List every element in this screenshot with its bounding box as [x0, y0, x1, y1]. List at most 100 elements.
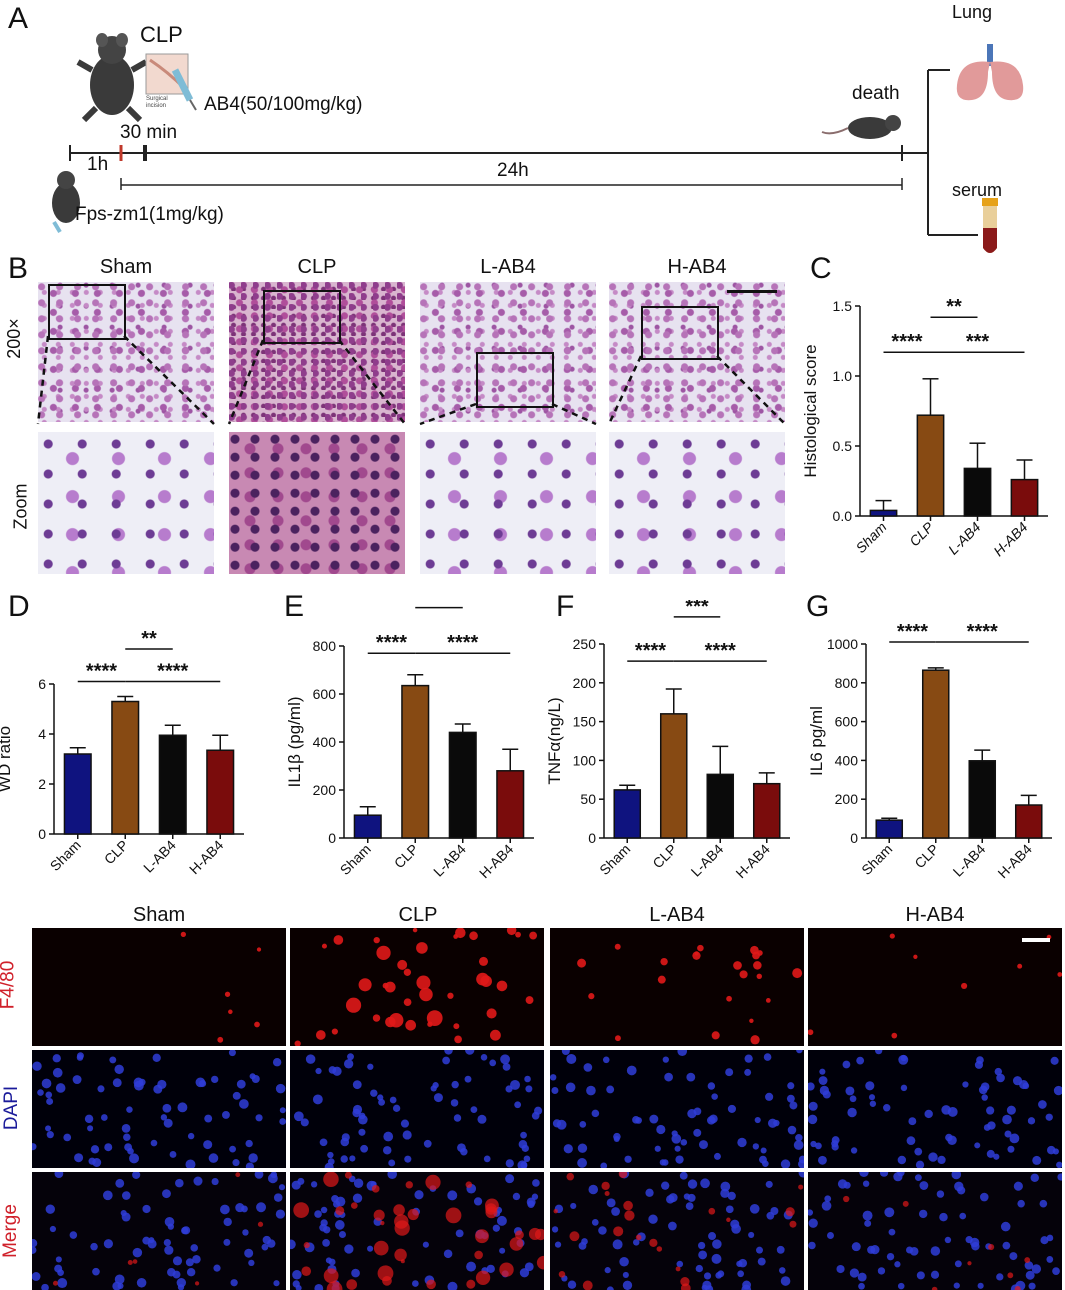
significance-stars: **** [891, 331, 922, 353]
bar-clp [659, 713, 688, 839]
x-tick-label: CLP [906, 518, 937, 549]
x-tick-label: Sham [858, 841, 895, 878]
y-tick-label: 0 [328, 830, 336, 846]
significance-stars: **** [967, 621, 998, 643]
if-title-lab4: L-AB4 [649, 904, 705, 926]
bar-clp [921, 669, 950, 839]
if-image-dapi-h-ab4 [808, 1050, 1062, 1168]
significance-stars: **** [897, 621, 928, 643]
lung-label: Lung [952, 2, 993, 22]
chart-e-il1b: 0 200 400 600 800 IL1β (pg/ml) Sham CLP L-AB4 H-A… [285, 600, 534, 881]
significance-stars: *** [427, 600, 451, 609]
y-axis-label: IL6 pg/ml [807, 706, 826, 776]
y-tick-label: 0.0 [833, 508, 853, 524]
significance-stars: ** [946, 296, 962, 318]
scale-bar [1022, 938, 1050, 942]
fps-dose-label: Fps-zm1(1mg/kg) [75, 204, 224, 225]
y-tick-label: 800 [313, 638, 337, 654]
if-title-hab4: H-AB4 [905, 904, 965, 926]
panel-label-b: B [8, 252, 29, 285]
significance-stars: **** [157, 661, 188, 683]
bar-l-ab4 [968, 760, 997, 839]
incision-label: Surgical incision [146, 96, 168, 109]
y-tick-label: 600 [835, 714, 859, 730]
panel-label-c: C [810, 252, 832, 285]
y-tick-label: 1000 [827, 636, 858, 652]
time-24h-label: 24h [497, 160, 529, 181]
histology-zoom-hab4 [609, 432, 785, 574]
if-image-merge-sham [32, 1172, 286, 1290]
panel-label-f: F [556, 590, 575, 623]
schematic-diagram [52, 33, 1024, 253]
y-tick-label: 200 [835, 791, 859, 807]
histology-title-hab4: H-AB4 [667, 256, 727, 278]
y-tick-label: 150 [573, 714, 597, 730]
bar-clp [401, 684, 430, 839]
bar-l-ab4 [158, 734, 187, 835]
if-image-f480-sham [32, 928, 286, 1046]
chart-f-tnfa: 0 50 100 150 200 250 TNFα(ng/L) Sham CLP L-AB4 H-A… [548, 600, 790, 881]
x-tick-label: Sham [852, 519, 889, 556]
bar-sham [869, 509, 898, 517]
y-tick-label: 6 [38, 676, 46, 692]
x-tick-label: L-AB4 [430, 841, 469, 880]
significance-stars: *** [966, 331, 990, 353]
histology-200x-lab4 [420, 282, 596, 422]
panel-label-e: E [284, 590, 305, 623]
bar-l-ab4 [706, 773, 735, 839]
significance-stars: ** [141, 628, 157, 650]
significance-stars: **** [86, 661, 117, 683]
x-tick-label: L-AB4 [140, 837, 179, 876]
bar-h-ab4 [206, 749, 235, 835]
schematic-panel [0, 0, 1065, 260]
zoom-guide-lines [36, 335, 786, 426]
histology-row-label-zoom: Zoom [10, 483, 31, 530]
clp-label: CLP [140, 22, 183, 47]
histology-zoom-sham [38, 432, 214, 574]
if-image-f480-l-ab4 [550, 928, 804, 1046]
if-image-dapi-l-ab4 [550, 1050, 804, 1168]
if-title-clp: CLP [398, 904, 438, 926]
if-image-merge-l-ab4 [550, 1172, 804, 1290]
bar-clp [111, 700, 140, 835]
bar-l-ab4 [448, 731, 477, 839]
histology-title-sham: Sham [99, 256, 153, 278]
x-tick-label: Sham [337, 841, 374, 878]
y-tick-label: 0 [38, 826, 46, 842]
y-tick-label: 1.5 [833, 298, 853, 314]
time-1h-label: 1h [87, 154, 109, 175]
bar-clp [916, 414, 945, 517]
x-tick-label: CLP [391, 841, 422, 872]
y-tick-label: 400 [313, 734, 337, 750]
x-tick-label: H-AB4 [994, 841, 1035, 882]
histology-title-clp: CLP [297, 256, 337, 278]
ab4-dose-label: AB4(50/100mg/kg) [204, 94, 363, 115]
panel-label-g: G [806, 590, 830, 623]
x-tick-label: Sham [596, 841, 633, 878]
panel-label-d: D [8, 590, 30, 623]
histology-title-lab4: L-AB4 [480, 256, 536, 278]
histology-200x-clp [229, 282, 405, 422]
panel-label-a: A [8, 2, 29, 35]
bar-sham [613, 789, 642, 839]
if-image-dapi-clp [290, 1050, 544, 1168]
y-tick-label: 200 [313, 782, 337, 798]
significance-stars: **** [447, 632, 478, 654]
x-tick-label: L-AB4 [688, 841, 727, 880]
if-row-label-dapi: DAPI [1, 1085, 23, 1131]
scale-bar [727, 290, 777, 293]
y-axis-label: IL1β (pg/ml) [285, 696, 304, 787]
zoom-box [48, 284, 126, 340]
x-tick-label: Sham [47, 837, 84, 874]
histology-200x-sham [38, 282, 214, 422]
x-tick-label: CLP [649, 841, 680, 872]
bar-sham [63, 753, 92, 835]
chart-g-il6: 0 200 400 600 800 1000 IL6 pg/ml Sham CLP L-AB4 H-… [807, 621, 1052, 882]
y-tick-label: 800 [835, 675, 859, 691]
x-tick-label: L-AB4 [950, 841, 989, 880]
y-axis-label: Histological score [801, 344, 820, 477]
x-tick-label: CLP [101, 837, 132, 868]
y-tick-label: 250 [573, 636, 597, 652]
death-label: death [852, 83, 900, 104]
